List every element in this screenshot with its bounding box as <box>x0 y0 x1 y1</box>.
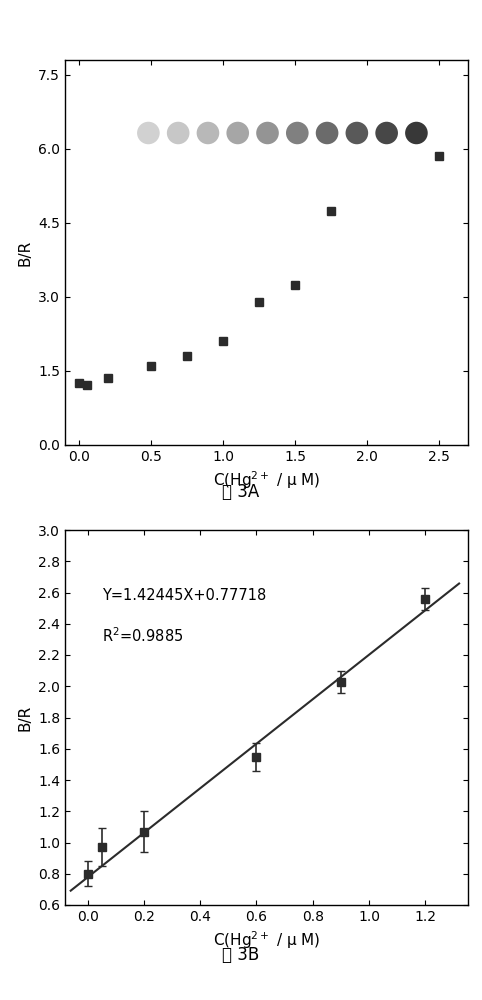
X-axis label: C(Hg$^{2+}$ / μ M): C(Hg$^{2+}$ / μ M) <box>213 469 320 491</box>
X-axis label: C(Hg$^{2+}$ / μ M): C(Hg$^{2+}$ / μ M) <box>213 929 320 951</box>
Text: R$^{2}$=0.9885: R$^{2}$=0.9885 <box>102 627 183 646</box>
Text: Y=1.42445X+0.77718: Y=1.42445X+0.77718 <box>102 588 266 603</box>
Text: 图 3A: 图 3A <box>222 483 260 501</box>
Y-axis label: B/R: B/R <box>18 239 33 266</box>
Text: 图 3B: 图 3B <box>222 946 260 964</box>
Y-axis label: B/R: B/R <box>17 704 32 731</box>
